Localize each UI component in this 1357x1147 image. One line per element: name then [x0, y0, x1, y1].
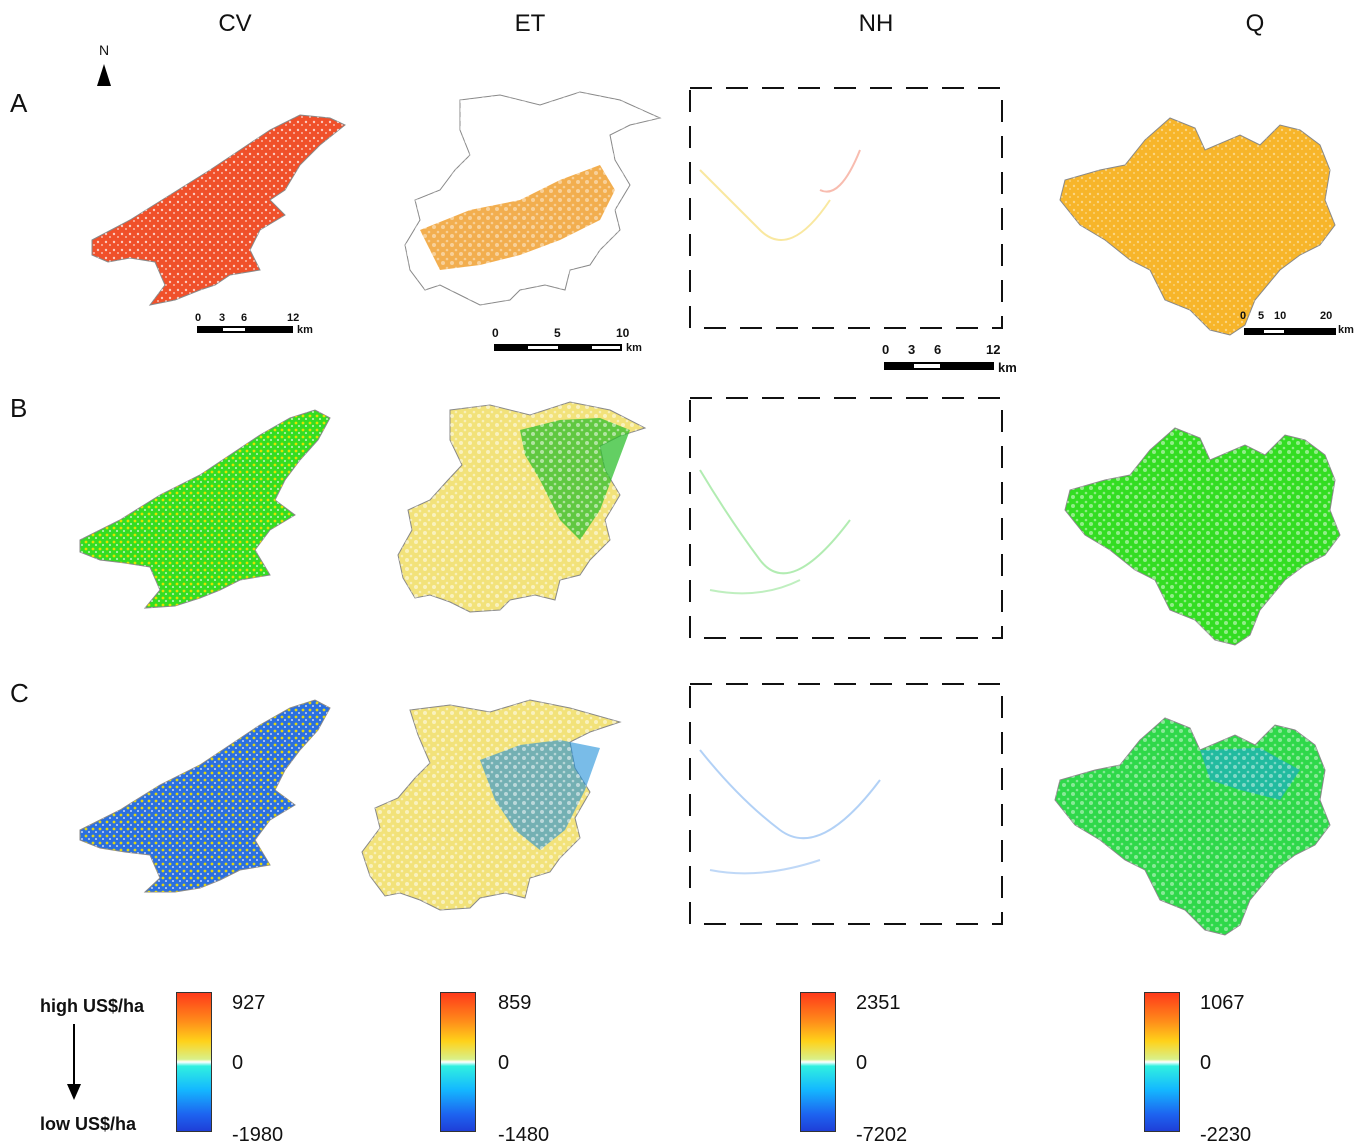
scalebar-tick: 5: [554, 326, 561, 340]
legend-high-label: high US$/ha: [40, 996, 145, 1016]
scalebar-tick: 6: [241, 312, 248, 324]
map-q-b: [1064, 427, 1341, 646]
scalebar-tick: 5: [1258, 310, 1265, 322]
legend-min-cv: -1980: [232, 1124, 284, 1146]
legend-colorbar-q: [1144, 992, 1180, 1132]
legend-max-nh: 2351: [856, 992, 901, 1014]
scalebar-nh: 0 3 6 12 km: [882, 342, 1032, 376]
legend-mid-q: 0: [1200, 1052, 1212, 1074]
scalebar-tick: 0: [492, 326, 499, 340]
scalebar-unit: km: [998, 360, 1017, 375]
scalebar-et: 0 5 10 km: [492, 326, 652, 356]
scalebar-tick: 6: [934, 342, 942, 357]
north-label: N: [98, 42, 110, 58]
map-et-c: [361, 699, 622, 911]
column-title-cv: CV: [218, 10, 252, 37]
scalebar-unit: km: [297, 324, 313, 336]
scalebar-tick: 10: [1274, 310, 1287, 322]
legend-colorbar-nh: [800, 992, 836, 1132]
scalebar-tick: 12: [287, 312, 300, 324]
map-nh-a: [689, 87, 1003, 329]
map-nh-b: [689, 397, 1003, 639]
map-nh-c: [689, 683, 1003, 925]
legend-mid-nh: 0: [856, 1052, 868, 1074]
map-cv-a: [91, 114, 346, 306]
scalebar-tick: 0: [882, 342, 890, 357]
legend-max-et: 859: [498, 992, 532, 1014]
row-label-c: C: [10, 678, 29, 708]
map-q-a: [1059, 117, 1336, 336]
legend-low-label: low US$/ha: [40, 1114, 137, 1134]
scalebar-tick: 12: [986, 342, 1001, 357]
legend-mid-cv: 0: [232, 1052, 244, 1074]
map-cv-b: [79, 409, 331, 609]
legend-min-nh: -7202: [856, 1124, 908, 1146]
map-et-a: [404, 91, 662, 306]
north-arrow-icon: N: [94, 42, 114, 92]
scalebar-tick: 3: [219, 312, 226, 324]
scalebar-tick: 10: [616, 326, 630, 340]
scalebar-tick: 0: [195, 312, 202, 324]
legend-min-q: -2230: [1200, 1124, 1252, 1146]
map-cv-c: [79, 699, 331, 893]
legend-max-q: 1067: [1200, 992, 1245, 1014]
legend-min-et: -1480: [498, 1124, 550, 1146]
legend-colorbar-cv: [176, 992, 212, 1132]
column-title-et: ET: [514, 10, 546, 37]
legend-max-cv: 927: [232, 992, 266, 1014]
scalebar-tick: 20: [1320, 310, 1333, 322]
row-label-a: A: [10, 88, 28, 118]
column-title-q: Q: [1245, 10, 1265, 37]
scalebar-unit: km: [626, 342, 642, 354]
map-panels: [79, 87, 1341, 936]
scalebar-tick: 3: [908, 342, 916, 357]
legend-mid-et: 0: [498, 1052, 510, 1074]
row-label-b: B: [10, 393, 28, 423]
legend-colorbar-et: [440, 992, 476, 1132]
scalebar-q: 0 5 10 20 km: [1240, 310, 1355, 340]
map-q-c: [1054, 717, 1331, 936]
scalebar-tick: 0: [1240, 310, 1247, 322]
map-et-b: [397, 401, 647, 613]
legend-arrow-icon: [67, 1024, 81, 1100]
scalebar-unit: km: [1338, 324, 1354, 336]
scalebar-cv: 0 3 6 12 km: [195, 312, 325, 338]
column-title-nh: NH: [858, 10, 894, 37]
